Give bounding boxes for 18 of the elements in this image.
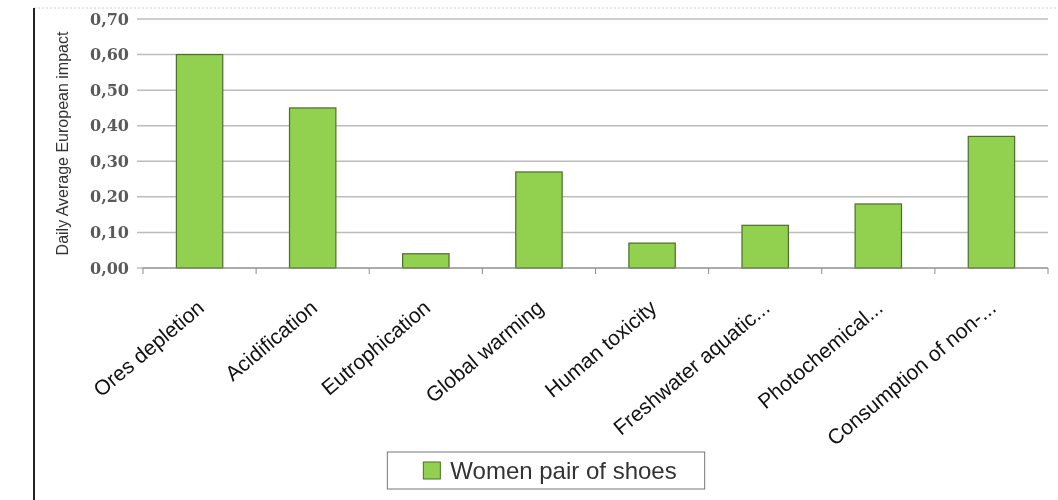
y-tick-label: 0,70 (90, 9, 129, 29)
y-tick-label: 0,00 (90, 258, 129, 278)
y-tick-label: 0,30 (90, 151, 129, 171)
bar (628, 242, 676, 269)
bar (515, 171, 563, 269)
bar (402, 253, 450, 269)
bar (175, 53, 224, 269)
bar (854, 203, 903, 269)
bar (967, 135, 1016, 269)
legend-label: Women pair of shoes (450, 457, 677, 485)
bar (741, 224, 789, 269)
y-tick-label: 0,20 (90, 187, 129, 207)
y-tick-label: 0,60 (90, 45, 129, 65)
y-axis-title: Daily Average European impact (54, 31, 71, 256)
y-tick-label: 0,50 (90, 80, 129, 100)
y-tick-label: 0,10 (90, 223, 129, 243)
y-tick-label: 0,40 (90, 116, 129, 136)
bar (288, 107, 337, 269)
